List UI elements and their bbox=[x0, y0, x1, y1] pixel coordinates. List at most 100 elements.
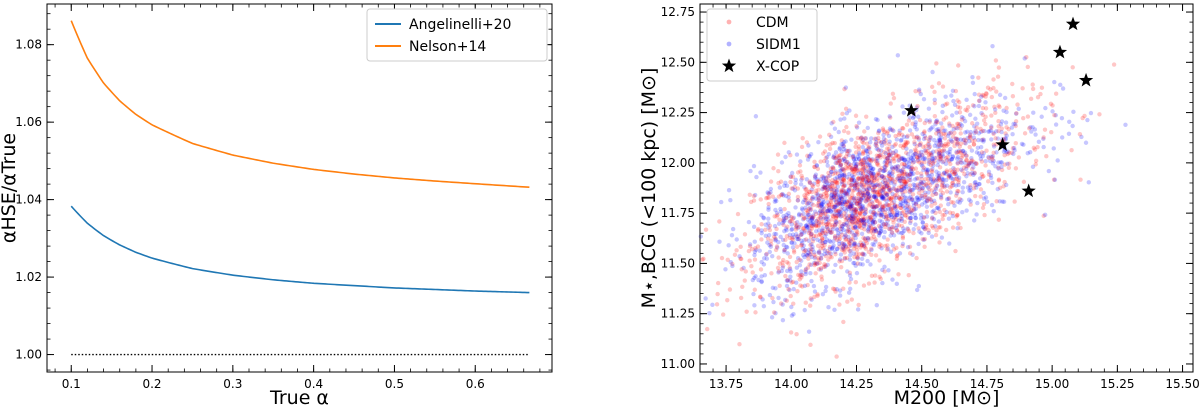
sidm1-point bbox=[900, 198, 906, 204]
cdm-point bbox=[900, 184, 905, 189]
cdm-point bbox=[784, 298, 789, 303]
sidm1-point bbox=[818, 203, 824, 209]
sidm1-point bbox=[803, 269, 808, 275]
sidm1-point bbox=[753, 114, 759, 119]
cdm-point bbox=[776, 269, 782, 274]
sidm1-point bbox=[860, 262, 865, 267]
sidm1-point bbox=[726, 243, 731, 248]
cdm-point bbox=[886, 152, 892, 158]
sidm1-point bbox=[872, 176, 877, 181]
cdm-point bbox=[860, 139, 865, 144]
sidm1-point bbox=[991, 144, 997, 149]
sidm1-point bbox=[864, 180, 870, 186]
cdm-point bbox=[892, 143, 897, 148]
cdm-point bbox=[874, 190, 880, 195]
sidm1-point bbox=[880, 194, 886, 200]
cdm-point bbox=[792, 250, 797, 255]
sidm1-point bbox=[888, 158, 893, 163]
sidm1-point bbox=[775, 245, 780, 250]
cdm-point bbox=[843, 154, 849, 159]
sidm1-point bbox=[967, 161, 972, 166]
sidm1-point bbox=[781, 242, 786, 248]
cdm-point bbox=[837, 244, 842, 249]
cdm-point bbox=[921, 165, 926, 170]
sidm1-point bbox=[905, 202, 911, 207]
sidm1-point bbox=[892, 182, 897, 187]
legend-label-xcop: X-COP bbox=[756, 59, 799, 75]
sidm1-point bbox=[793, 205, 798, 210]
sidm1-point bbox=[832, 307, 837, 312]
cdm-point bbox=[937, 177, 943, 183]
cdm-point bbox=[819, 274, 824, 279]
sidm1-point bbox=[904, 163, 909, 169]
sidm1-point bbox=[1030, 164, 1036, 170]
sidm1-point bbox=[927, 196, 933, 202]
cdm-point bbox=[798, 283, 803, 288]
cdm-point bbox=[791, 248, 797, 253]
sidm1-point bbox=[829, 193, 834, 198]
sidm1-point bbox=[992, 107, 998, 112]
cdm-point bbox=[829, 230, 835, 235]
cdm-point bbox=[996, 128, 1001, 134]
cdm-point bbox=[852, 182, 858, 188]
cdm-point bbox=[971, 159, 976, 164]
sidm1-point bbox=[801, 211, 806, 217]
cdm-point bbox=[954, 136, 959, 142]
cdm-point bbox=[862, 227, 867, 232]
sidm1-point bbox=[848, 215, 854, 220]
sidm1-point bbox=[941, 180, 946, 185]
cdm-point bbox=[808, 249, 813, 254]
cdm-point bbox=[837, 234, 842, 240]
cdm-point bbox=[833, 289, 838, 294]
cdm-point bbox=[884, 184, 890, 190]
sidm1-point bbox=[829, 195, 834, 201]
sidm1-point bbox=[867, 161, 872, 166]
cdm-point bbox=[868, 223, 873, 229]
cdm-point bbox=[899, 170, 904, 176]
cdm-point bbox=[847, 195, 853, 200]
sidm1-point bbox=[879, 212, 885, 217]
cdm-point bbox=[884, 162, 889, 168]
cdm-point bbox=[827, 132, 832, 138]
cdm-point bbox=[847, 186, 852, 191]
cdm-point bbox=[833, 216, 839, 221]
sidm1-point bbox=[843, 139, 848, 144]
sidm1-point bbox=[994, 150, 999, 155]
sidm1-point bbox=[1004, 133, 1009, 138]
sidm1-point bbox=[871, 172, 876, 177]
cdm-point bbox=[948, 161, 953, 167]
cdm-point bbox=[876, 148, 882, 153]
cdm-point bbox=[874, 162, 880, 167]
sidm1-point bbox=[899, 170, 905, 175]
sidm1-point bbox=[883, 164, 888, 170]
sidm1-point bbox=[881, 168, 886, 174]
sidm1-point bbox=[842, 199, 847, 205]
sidm1-point bbox=[865, 125, 870, 131]
cdm-point bbox=[798, 243, 804, 248]
sidm1-point bbox=[974, 212, 979, 217]
sidm1-point bbox=[866, 237, 871, 242]
cdm-point bbox=[800, 284, 805, 289]
cdm-point bbox=[929, 203, 934, 208]
sidm1-point bbox=[853, 159, 858, 164]
cdm-point bbox=[881, 203, 886, 209]
cdm-point bbox=[861, 140, 866, 146]
cdm-point bbox=[795, 289, 800, 294]
sidm1-point bbox=[875, 147, 881, 152]
cdm-point bbox=[863, 182, 869, 187]
sidm1-point bbox=[840, 173, 845, 178]
cdm-point bbox=[869, 252, 874, 257]
cdm-point bbox=[811, 214, 816, 219]
cdm-point bbox=[870, 227, 875, 233]
cdm-point bbox=[866, 203, 871, 208]
sidm1-point bbox=[921, 215, 926, 220]
cdm-point bbox=[822, 207, 827, 212]
cdm-point bbox=[803, 187, 808, 192]
sidm1-point bbox=[766, 225, 771, 230]
cdm-point bbox=[928, 152, 934, 157]
cdm-point bbox=[886, 216, 891, 222]
cdm-point bbox=[816, 196, 821, 201]
cdm-point bbox=[827, 250, 832, 256]
sidm1-point bbox=[851, 156, 857, 161]
sidm1-point bbox=[809, 217, 815, 223]
